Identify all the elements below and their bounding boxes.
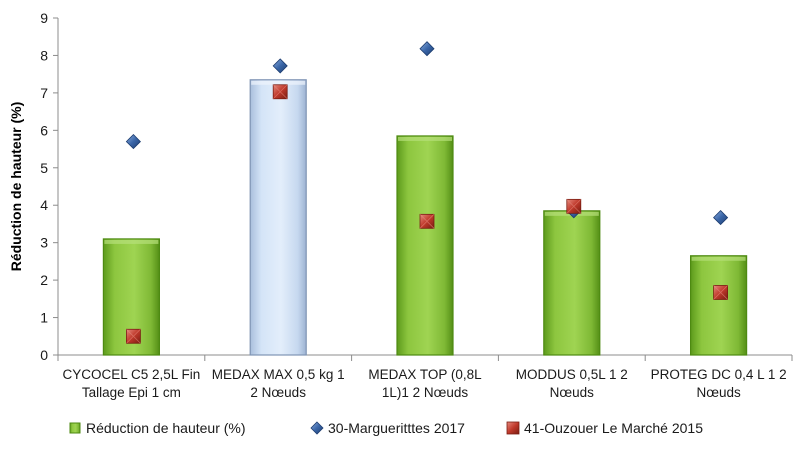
y-tick-label: 0 [40, 347, 48, 363]
bar-4 [543, 210, 601, 356]
y-tick-label: 7 [40, 85, 48, 101]
bars [102, 79, 748, 356]
legend-item-1: Réduction de hauteur (%) [69, 420, 246, 436]
y-tick-label: 6 [40, 122, 48, 138]
diamond-marker-5 [713, 210, 729, 226]
diamond-marker-3 [419, 41, 435, 57]
y-tick-label: 5 [40, 160, 48, 176]
bar-2 [249, 79, 307, 356]
labels: Réduction de hauteur (%) CYCOCEL C5 2,5L … [8, 102, 787, 400]
x-tick-label-5: PROTEG DC 0,4 L 1 2 Nœuds [651, 367, 787, 400]
square-marker-shine [713, 285, 728, 300]
bar-top-highlight [398, 136, 452, 141]
square-marker-shine [566, 199, 582, 214]
markers [125, 41, 729, 344]
legend-label: 41-Ouzouer Le Marché 2015 [524, 420, 703, 436]
legend-swatch-square [506, 421, 520, 435]
y-tick-label: 2 [40, 272, 48, 288]
y-tick-label: 9 [40, 10, 48, 26]
square-marker-shine [126, 328, 141, 344]
legend-item-3: 41-Ouzouer Le Marché 2015 [506, 420, 703, 436]
x-tick-label-3: MEDAX TOP (0,8L 1L)1 2 Nœuds [368, 367, 482, 400]
y-tick-label: 3 [40, 235, 48, 251]
bar-top-highlight [104, 239, 159, 244]
y-axis-title: Réduction de hauteur (%) [8, 102, 24, 272]
legend-swatch-diamond [310, 421, 324, 435]
legend-label: Réduction de hauteur (%) [86, 420, 246, 436]
legend: Réduction de hauteur (%) 30-Margueritttes… [69, 420, 703, 436]
y-tick-label: 4 [40, 197, 48, 213]
diamond-marker-2 [272, 58, 288, 74]
square-marker-shine [272, 84, 288, 100]
y-tick-label: 1 [40, 310, 48, 326]
y-tick-label: 8 [40, 47, 48, 63]
legend-label: 30-Margueritttes 2017 [328, 420, 465, 436]
axes: 0 1 2 3 4 5 6 7 8 9 [40, 10, 793, 363]
bar-top-highlight [251, 80, 306, 85]
legend-item-2: 30-Margueritttes 2017 [310, 420, 465, 436]
bar-5 [689, 255, 748, 356]
square-marker-shine [419, 214, 435, 229]
bar-top-highlight [691, 256, 746, 261]
x-tick-label-4: MODDUS 0,5L 1 2 Nœuds [516, 367, 628, 400]
x-tick-label-1: CYCOCEL C5 2,5L Fin Tallage Epi 1 cm [62, 367, 200, 400]
legend-swatch-bar [69, 422, 81, 434]
bar-3 [396, 135, 454, 356]
diamond-marker-1 [125, 134, 141, 150]
